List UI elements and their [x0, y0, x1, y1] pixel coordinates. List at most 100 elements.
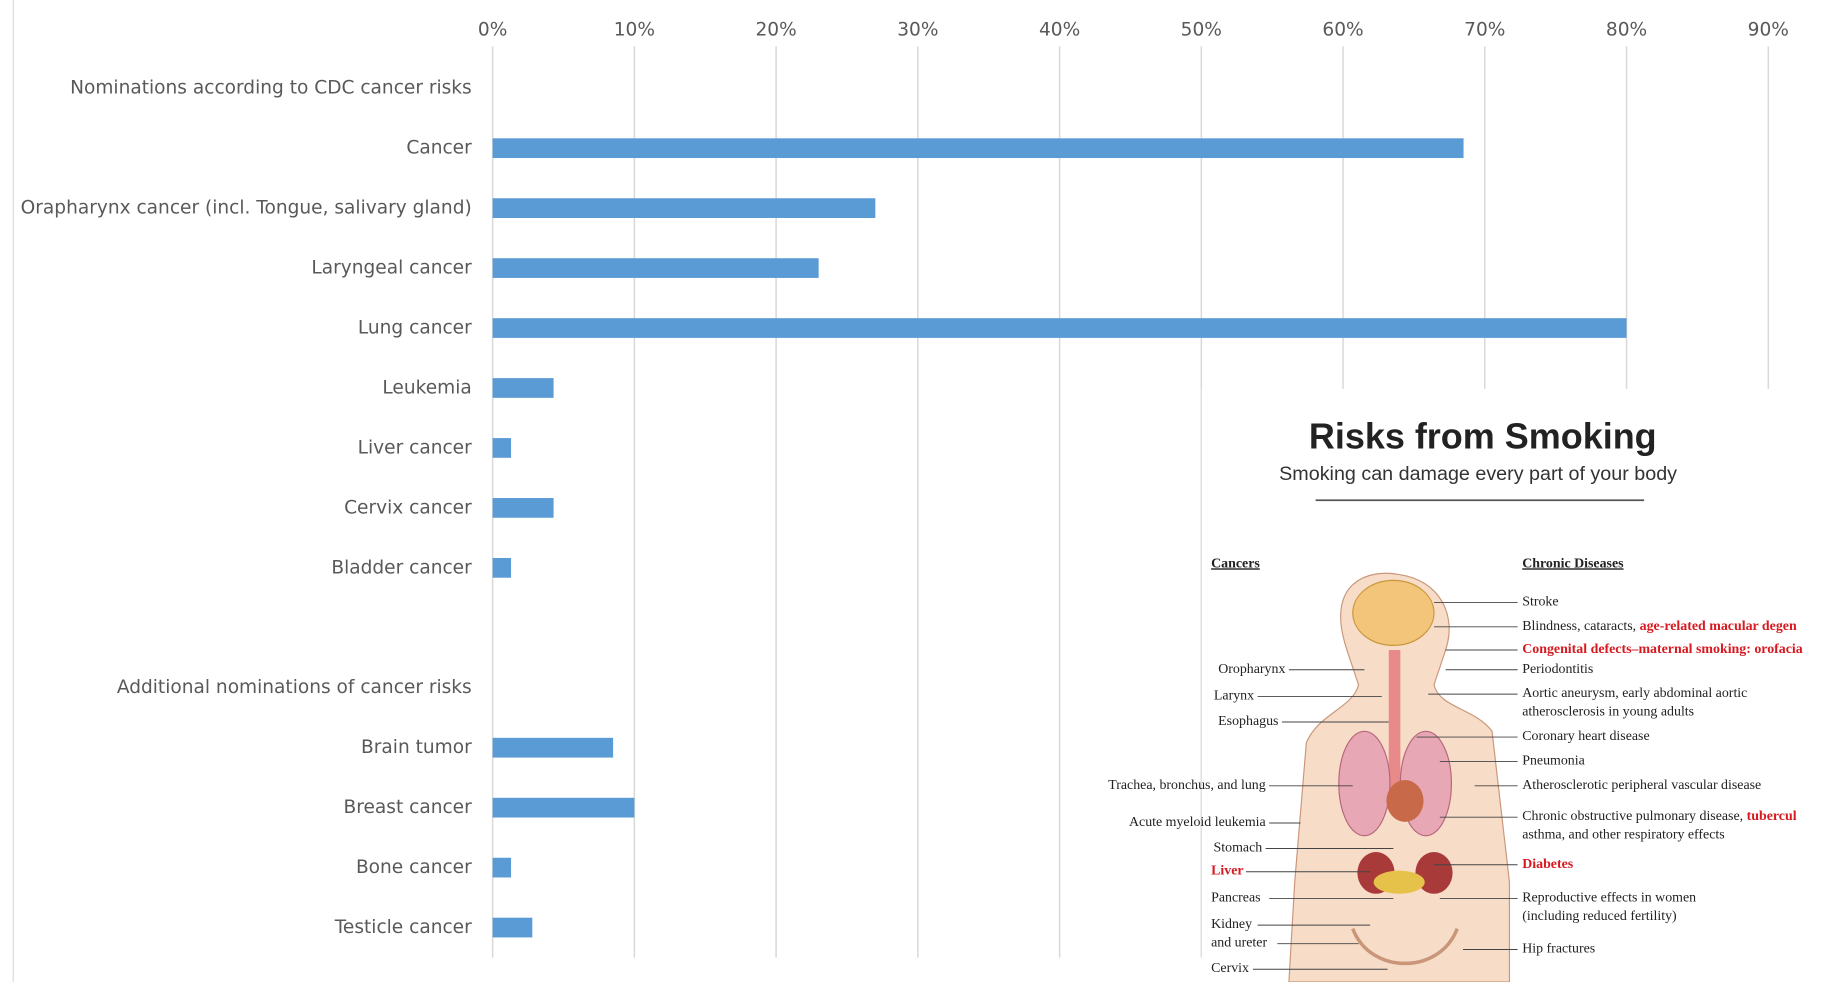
x-tick-label: 60%	[1322, 20, 1363, 41]
x-tick-label: 90%	[1748, 20, 1789, 41]
bar	[492, 498, 554, 518]
cancer-label: Trachea, bronchus, and lung	[1108, 778, 1265, 793]
disease-label: atherosclerosis in young adults	[1522, 705, 1694, 720]
disease-label-part: Stroke	[1522, 595, 1558, 610]
disease-label: Reproductive effects in women	[1522, 891, 1696, 906]
lung-left	[1338, 730, 1391, 837]
bar	[492, 917, 533, 938]
y-tick-label: Bone cancer	[356, 857, 472, 878]
disease-label: Pneumonia	[1522, 754, 1585, 769]
disease-label: Congenital defects–maternal smoking: oro…	[1522, 642, 1803, 657]
cancer-label: Cervix	[1211, 961, 1249, 976]
x-tick-label: 50%	[1181, 20, 1222, 41]
y-tick-label: Cervix cancer	[344, 497, 472, 518]
disease-label-part: Congenital defects–maternal smoking: oro…	[1522, 642, 1803, 657]
body-figure	[1288, 572, 1511, 982]
cancer-label-part: Kidney	[1211, 917, 1252, 932]
disease-label-part: asthma, and other respiratory effects	[1522, 828, 1724, 843]
disease-label-part: Periodontitis	[1522, 662, 1593, 677]
y-tick-label: Orapharynx cancer (incl. Tongue, salivar…	[21, 198, 472, 219]
diseases-heading: Chronic Diseases	[1522, 556, 1624, 571]
y-tick-label: Breast cancer	[344, 797, 473, 818]
cancer-label: Stomach	[1214, 841, 1263, 856]
disease-label-part: (including reduced fertility)	[1522, 909, 1677, 924]
y-tick-label: Laryngeal cancer	[311, 258, 472, 279]
kidney-right	[1415, 851, 1453, 894]
x-tick-label: 20%	[755, 20, 796, 41]
x-tick-label: 10%	[614, 20, 655, 41]
y-tick-label: Additional nominations of cancer risks	[117, 677, 472, 698]
y-tick-label: Cancer	[406, 138, 472, 159]
cancer-label: Kidney	[1211, 917, 1252, 932]
disease-label: (including reduced fertility)	[1522, 909, 1677, 924]
disease-label-part: Blindness, cataracts,	[1522, 619, 1639, 634]
cancer-label: Oropharynx	[1218, 662, 1285, 677]
bar	[492, 318, 1627, 338]
inset-title: Risks from Smoking	[1309, 415, 1657, 456]
disease-label: Diabetes	[1522, 857, 1574, 872]
cancer-label-part: Cervix	[1211, 961, 1249, 976]
disease-label: Hip fractures	[1522, 942, 1595, 957]
y-tick-label: Nominations according to CDC cancer risk…	[70, 78, 472, 99]
brain	[1352, 579, 1435, 646]
disease-label: Aortic aneurysm, early abdominal aortic	[1522, 686, 1747, 701]
bar	[492, 438, 512, 458]
disease-label: Periodontitis	[1522, 662, 1593, 677]
y-tick-label: Brain tumor	[361, 737, 472, 758]
esophagus	[1388, 650, 1401, 801]
disease-label-part: Aortic aneurysm, early abdominal aortic	[1522, 686, 1747, 701]
cancer-label-part: Stomach	[1214, 841, 1263, 856]
cancer-label-part: Oropharynx	[1218, 662, 1285, 677]
x-tick-label: 30%	[897, 20, 938, 41]
cancer-label: Esophagus	[1218, 714, 1278, 729]
x-tick-label: 70%	[1464, 20, 1505, 41]
bar	[492, 797, 635, 818]
y-tick-label: Liver cancer	[358, 437, 472, 458]
smoking-infographic: Risks from Smoking Smoking can damage ev…	[1108, 388, 1821, 982]
bar	[492, 198, 876, 218]
disease-label-part: atherosclerosis in young adults	[1522, 705, 1694, 720]
cancer-label: Acute myeloid leukemia	[1129, 815, 1266, 830]
cancer-label-part: Trachea, bronchus, and lung	[1108, 778, 1265, 793]
cancer-label-part: and ureter	[1211, 936, 1267, 951]
bar	[492, 138, 1464, 159]
disease-label: Atherosclerotic peripheral vascular dise…	[1522, 778, 1761, 793]
disease-label-part: Chronic obstructive pulmonary disease,	[1522, 809, 1746, 824]
y-tick-label: Leukemia	[382, 377, 471, 398]
disease-label-part: tubercul	[1747, 809, 1797, 824]
pancreas	[1373, 870, 1425, 894]
x-tick-label: 40%	[1039, 20, 1080, 41]
cancer-label: Larynx	[1214, 689, 1254, 704]
cancer-label-part: Larynx	[1214, 689, 1254, 704]
bar	[492, 557, 512, 578]
disease-label: asthma, and other respiratory effects	[1522, 828, 1724, 843]
y-tick-label: Bladder cancer	[331, 557, 472, 578]
disease-label: Blindness, cataracts, age-related macula…	[1522, 619, 1797, 634]
bar	[492, 378, 554, 398]
bar	[492, 737, 614, 758]
disease-label-part: Atherosclerotic peripheral vascular dise…	[1522, 778, 1761, 793]
cancer-label: and ureter	[1211, 936, 1267, 951]
cancer-label-part: Liver	[1211, 864, 1243, 879]
cancer-label-part: Acute myeloid leukemia	[1129, 815, 1266, 830]
y-tick-label: Testicle cancer	[334, 917, 472, 938]
y-tick-label: Lung cancer	[358, 318, 472, 339]
bar	[492, 857, 512, 878]
bar	[492, 258, 819, 278]
disease-label-part: Hip fractures	[1522, 942, 1595, 957]
cancers-heading: Cancers	[1211, 556, 1260, 571]
inset-subtitle: Smoking can damage every part of your bo…	[1279, 463, 1677, 485]
cancer-label: Liver	[1211, 864, 1243, 879]
disease-label: Chronic obstructive pulmonary disease, t…	[1522, 809, 1796, 824]
x-tick-label: 0%	[478, 20, 507, 41]
disease-label: Stroke	[1522, 595, 1558, 610]
disease-label-part: Diabetes	[1522, 857, 1574, 872]
heart	[1386, 780, 1424, 822]
disease-label-part: Coronary heart disease	[1522, 729, 1649, 744]
disease-label-part: Pneumonia	[1522, 754, 1585, 769]
disease-label-part: Reproductive effects in women	[1522, 891, 1696, 906]
disease-label: Coronary heart disease	[1522, 729, 1649, 744]
pelvis	[1351, 927, 1459, 965]
cancer-label: Pancreas	[1211, 891, 1260, 906]
